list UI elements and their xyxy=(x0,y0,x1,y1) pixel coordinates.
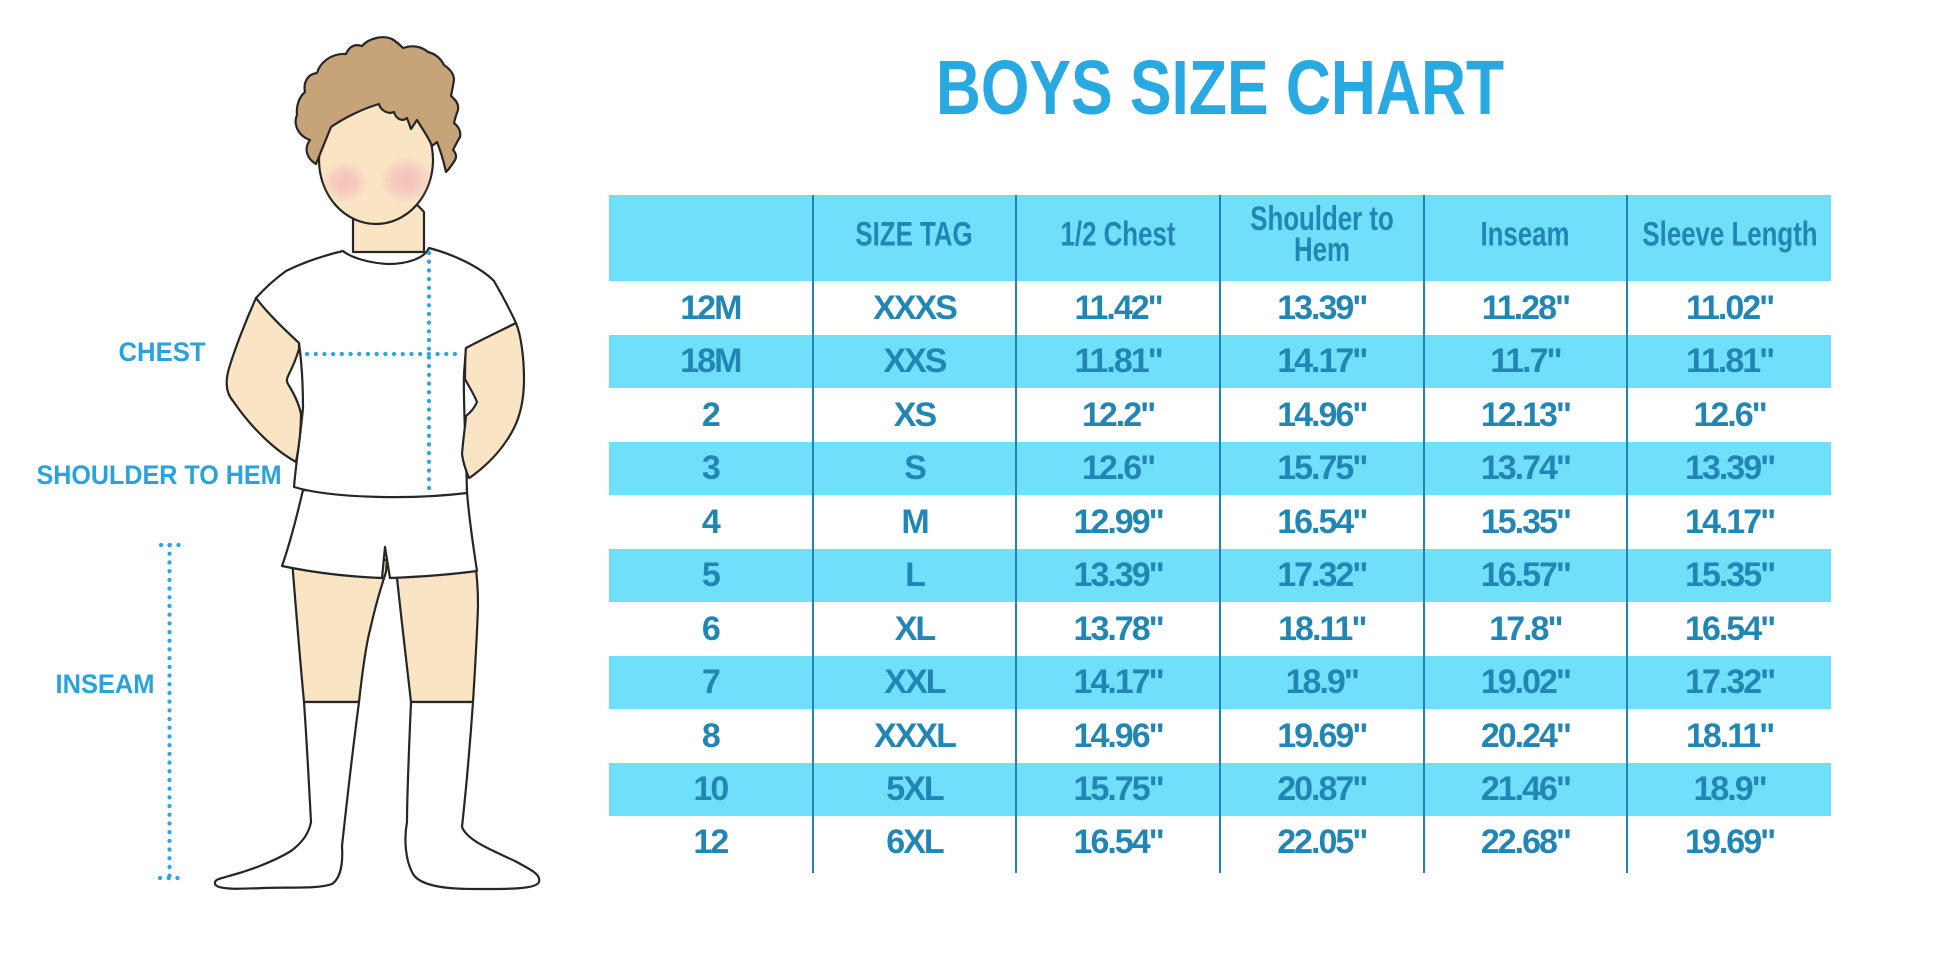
svg-text:CHEST: CHEST xyxy=(119,337,206,367)
svg-text:INSEAM: INSEAM xyxy=(56,669,155,699)
svg-text:SHOULDER TO HEM: SHOULDER TO HEM xyxy=(37,460,282,490)
